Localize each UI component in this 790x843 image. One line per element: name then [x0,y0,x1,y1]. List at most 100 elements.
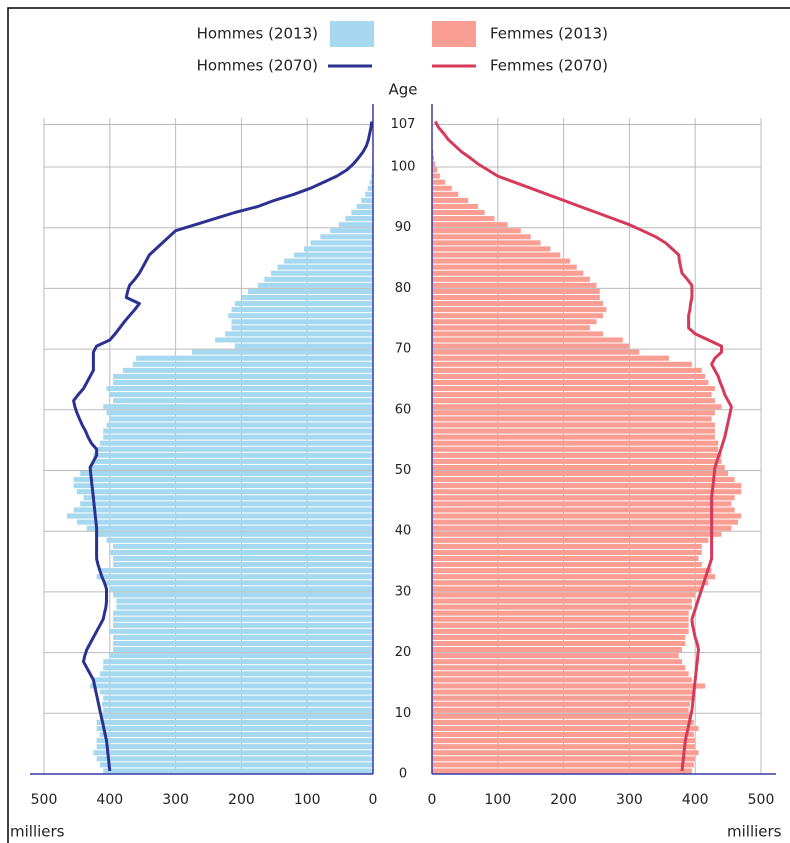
bar [76,489,374,495]
bar [96,446,373,452]
bar [90,464,373,470]
bar [432,155,434,161]
bar [109,628,374,634]
bar [432,531,722,537]
bar [432,264,577,270]
bar [67,513,373,519]
bar [432,458,722,464]
bar [103,434,373,440]
bar [264,276,373,282]
bar [432,386,715,392]
bar [96,531,373,537]
bar [432,246,551,252]
line [72,121,374,772]
bar [432,173,440,179]
bar [109,653,374,659]
bar [432,598,692,604]
bar [113,640,373,647]
bar [432,586,702,592]
bar [231,319,373,325]
bar [109,549,374,555]
bar [113,543,373,549]
bar [432,307,607,313]
bar [432,665,686,671]
x-tick-label: 300 [616,792,643,808]
bar [432,392,712,398]
bar [116,604,373,610]
bar [432,634,686,640]
bar [234,301,373,307]
bar [106,537,373,543]
bar [247,288,373,294]
bar [330,228,373,234]
bar [113,622,373,628]
bar [432,203,479,209]
bar [73,477,374,483]
bar [432,683,706,689]
bar [109,416,374,422]
bar [432,513,742,519]
bar [432,288,600,294]
bar [432,713,692,719]
y-tick-label: 10 [395,706,412,721]
bar [86,525,374,531]
bar [432,574,715,580]
x-tick-label: 400 [682,792,709,808]
bar [432,440,719,446]
bar [432,434,715,440]
bar [432,640,686,647]
bar [113,555,373,562]
bar [371,173,373,179]
bar [361,197,373,203]
legend-swatch [330,21,374,47]
bar [432,404,722,410]
bar [432,677,692,683]
bar [432,647,683,653]
bar [76,519,374,525]
legend-label: Femmes (2070) [490,57,608,75]
bar [122,367,374,373]
bar [231,325,373,331]
bar [432,695,692,701]
bar [432,701,690,707]
bar [432,464,725,470]
bar [432,379,709,386]
x-tick-label: 200 [228,792,255,808]
bar [113,379,373,386]
bar [432,501,732,507]
bar [432,216,495,222]
bar [432,325,590,331]
bar [96,574,373,580]
bar [109,392,374,398]
bar [432,422,715,428]
y-axis-label: Age [388,81,417,99]
x-tick-label: 100 [294,792,321,808]
bar [432,744,696,750]
bar [432,568,712,574]
bar [310,240,373,246]
y-tick-label: 90 [395,220,412,235]
bar [432,373,706,379]
frame [7,7,790,843]
bar [93,750,373,756]
bar [113,634,373,640]
bar [277,264,373,270]
line [433,120,733,772]
y-tick-label: 0 [399,767,407,782]
x-tick-label: 500 [748,792,775,808]
bar [432,167,438,173]
bar [432,331,604,337]
bar [106,386,373,392]
bar [228,313,373,319]
bar [432,707,689,713]
bar [93,452,373,458]
bar [103,695,373,701]
bar [432,258,571,264]
bar [432,592,696,598]
bar [432,161,436,167]
bar [432,483,742,489]
bar [432,604,692,610]
bar [432,689,696,695]
bar [432,756,696,762]
bar [432,398,715,404]
